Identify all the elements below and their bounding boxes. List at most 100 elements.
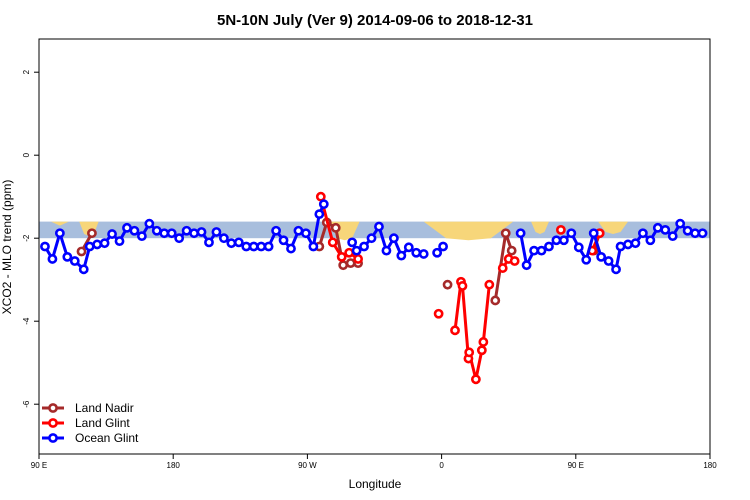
legend-label: Land Nadir (75, 401, 134, 415)
series-line-land-glint (453, 280, 491, 381)
data-point-ocean-glint (347, 237, 358, 248)
y-tick-label: -4 (22, 317, 31, 325)
data-point-ocean-glint (611, 264, 621, 275)
y-tick-label: 2 (22, 69, 31, 74)
data-point-land-glint (484, 279, 495, 290)
data-point-ocean-glint (682, 225, 693, 236)
data-point-ocean-glint (573, 242, 584, 253)
data-point-ocean-glint (144, 218, 155, 229)
yellow-region (50, 221, 69, 226)
data-point-ocean-glint (623, 239, 633, 250)
y-axis-label: XCO2 - MLO trend (ppm) (0, 180, 14, 315)
data-point-ocean-glint (318, 199, 329, 210)
data-point-ocean-glint (660, 224, 671, 235)
data-point-ocean-glint (301, 228, 311, 239)
data-point-ocean-glint (690, 228, 700, 239)
data-point-ocean-glint (551, 235, 562, 246)
data-point-ocean-glint (54, 228, 65, 239)
series-land-glint (315, 191, 605, 385)
data-point-ocean-glint (308, 241, 319, 252)
data-point-ocean-glint (233, 237, 244, 248)
yellow-region (598, 221, 628, 234)
data-point-ocean-glint (47, 254, 58, 264)
data-point-ocean-glint (211, 227, 222, 237)
data-point-ocean-glint (366, 233, 377, 244)
data-point-ocean-glint (226, 238, 237, 249)
data-point-ocean-glint (388, 233, 399, 244)
data-point-land-nadir (76, 246, 87, 257)
data-point-land-glint (450, 325, 460, 336)
data-point-land-glint (497, 263, 508, 273)
data-point-ocean-glint (204, 237, 214, 248)
data-point-land-glint (433, 308, 444, 319)
data-point-ocean-glint (351, 245, 362, 256)
data-point-ocean-glint (515, 228, 526, 239)
yellow-region (423, 221, 514, 241)
data-point-ocean-glint (438, 241, 448, 252)
data-point-land-glint (470, 374, 481, 385)
data-point-land-glint (555, 224, 566, 235)
data-point-ocean-glint (558, 235, 569, 246)
data-point-ocean-glint (697, 228, 708, 239)
data-point-ocean-glint (630, 238, 641, 249)
legend-item-land-nadir: Land Nadir (42, 401, 134, 415)
yellow-region (531, 221, 549, 234)
data-point-ocean-glint (99, 238, 110, 249)
data-point-land-nadir (490, 295, 501, 306)
data-point-ocean-glint (84, 241, 95, 252)
series-ocean-glint (40, 199, 708, 275)
data-point-land-glint (327, 237, 338, 248)
data-point-ocean-glint (248, 241, 259, 252)
data-point-ocean-glint (314, 209, 325, 220)
data-point-ocean-glint (181, 225, 192, 236)
data-point-ocean-glint (78, 264, 89, 275)
data-point-ocean-glint (286, 243, 296, 254)
data-point-ocean-glint (136, 231, 147, 242)
data-point-ocean-glint (432, 247, 443, 258)
data-point-ocean-glint (411, 247, 422, 258)
data-point-ocean-glint (529, 245, 539, 256)
data-point-land-glint (336, 251, 347, 262)
x-axis-label: Longitude (349, 477, 402, 491)
x-tick-label: 90 E (568, 461, 584, 470)
x-tick-label: 180 (703, 461, 717, 470)
data-point-ocean-glint (418, 249, 429, 259)
data-point-ocean-glint (521, 260, 532, 271)
data-point-land-glint (344, 247, 355, 258)
data-point-ocean-glint (278, 235, 289, 246)
legend-marker (48, 418, 58, 428)
data-point-land-glint (478, 337, 489, 347)
data-point-ocean-glint (638, 228, 648, 239)
plot-frame (38, 38, 711, 455)
data-point-ocean-glint (566, 228, 577, 239)
data-point-land-nadir (500, 228, 511, 239)
legend-marker (48, 403, 58, 413)
data-point-ocean-glint (544, 241, 554, 252)
chart-title: 5N-10N July (Ver 9) 2014-09-06 to 2018-1… (217, 12, 533, 29)
y-tick-label: -6 (22, 400, 31, 408)
data-point-land-glint (509, 256, 520, 266)
data-point-ocean-glint (196, 227, 207, 237)
legend-label: Ocean Glint (75, 431, 139, 445)
data-point-ocean-glint (403, 242, 414, 253)
legend-item-land-glint: Land Glint (42, 416, 130, 430)
data-point-ocean-glint (293, 225, 304, 236)
x-tick-label: 180 (167, 461, 181, 470)
data-point-ocean-glint (263, 241, 274, 252)
data-point-ocean-glint (114, 236, 125, 247)
data-point-land-glint (353, 254, 363, 264)
legend-marker (48, 433, 58, 443)
data-point-ocean-glint (271, 225, 281, 236)
data-point-land-nadir (506, 245, 517, 256)
y-tick-label: 0 (22, 152, 31, 157)
data-point-ocean-glint (69, 256, 80, 266)
data-point-land-nadir (338, 260, 349, 271)
data-point-ocean-glint (159, 228, 170, 239)
data-point-ocean-glint (603, 256, 614, 266)
data-point-ocean-glint (40, 241, 50, 252)
data-point-ocean-glint (122, 222, 132, 233)
data-point-ocean-glint (667, 231, 678, 242)
data-point-ocean-glint (536, 245, 547, 256)
